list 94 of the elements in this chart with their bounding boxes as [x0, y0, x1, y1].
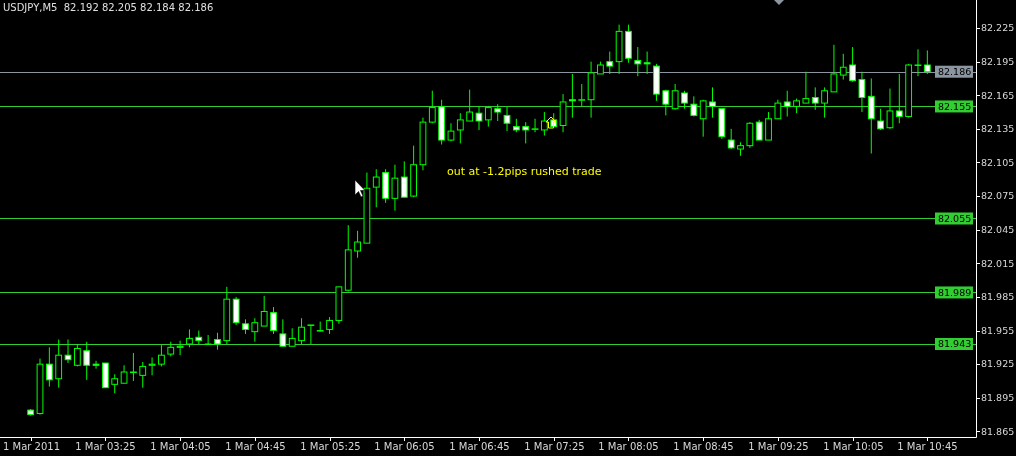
candlestick: [540, 111, 548, 137]
y-tick-label: 81.895: [981, 392, 1015, 404]
chart-title: USDJPY,M5 82.192 82.205 82.184 82.186: [3, 2, 214, 13]
ref-line-label: 82.155: [938, 100, 972, 112]
x-tick-label: 1 Mar 05:25: [300, 441, 361, 452]
candlestick: [456, 112, 464, 144]
candlestick: [559, 93, 567, 133]
y-tick-label: 82.045: [981, 224, 1015, 236]
y-tick-label: 82.225: [981, 22, 1015, 34]
candlestick: [765, 111, 772, 141]
y-tick-label: 82.075: [981, 190, 1015, 202]
x-tick-label: 1 Mar 04:45: [225, 441, 286, 452]
candlestick: [298, 317, 305, 345]
ref-line-label: 81.943: [938, 338, 972, 350]
candlestick: [821, 86, 828, 119]
candlestick: [354, 230, 361, 259]
candlestick: [634, 46, 642, 77]
candlestick: [569, 73, 576, 119]
candlestick: [55, 339, 63, 389]
x-tick-label: 1 Mar 09:25: [748, 441, 809, 452]
candlestick: [158, 344, 165, 367]
candlestick: [774, 99, 782, 120]
candlestick: [83, 341, 91, 381]
candlestick: [372, 168, 380, 208]
candlestick: [148, 356, 156, 376]
candlestick: [811, 86, 819, 111]
candlestick: [849, 46, 856, 83]
y-tick-label: 82.195: [981, 55, 1015, 67]
x-tick-label: 1 Mar 06:45: [449, 441, 510, 452]
candlestick: [783, 90, 791, 118]
candlestick: [391, 164, 399, 212]
candlestick: [270, 306, 277, 335]
ref-line-label: 81.989: [938, 286, 972, 298]
x-tick-label: 1 Mar 2011: [2, 441, 61, 452]
x-tick-label: 1 Mar 10:45: [897, 441, 958, 452]
candlestick: [578, 83, 586, 107]
x-tick-label: 1 Mar 03:25: [75, 441, 136, 452]
candlestick: [92, 360, 100, 370]
candlestick: [232, 296, 240, 326]
candlestick: [400, 160, 408, 198]
y-tick-label: 82.015: [981, 257, 1015, 269]
y-tick-label: 82.165: [981, 89, 1015, 101]
candlestick: [858, 71, 866, 113]
candlestick: [260, 295, 268, 327]
candlestick: [671, 83, 679, 111]
candlestick: [139, 361, 147, 389]
candlestick: [130, 352, 137, 382]
candlestick: [531, 118, 539, 133]
x-tick-label: 1 Mar 04:05: [150, 441, 211, 452]
candlestick: [839, 53, 847, 81]
candlestick: [699, 99, 707, 138]
candlestick: [877, 108, 885, 131]
candlestick: [830, 44, 838, 93]
candlestick: [690, 95, 698, 118]
candlestick: [279, 318, 287, 347]
candlestick: [251, 317, 259, 343]
candlestick: [475, 105, 483, 131]
candlestick: [45, 346, 53, 388]
candlestick: [746, 121, 754, 149]
ref-line-label: 82.186: [938, 66, 972, 78]
candlestick: [606, 51, 614, 75]
y-tick-label: 82.105: [981, 156, 1015, 168]
annotation: out at -1.2pips rushed trade: [447, 165, 602, 178]
x-tick-label: 1 Mar 08:05: [598, 441, 659, 452]
candlestick: [914, 48, 922, 77]
y-tick-label: 81.925: [981, 358, 1015, 370]
ref-line-label: 82.055: [938, 212, 972, 224]
candlestick: [802, 71, 810, 104]
candlestick: [428, 90, 436, 124]
candlestick: [466, 89, 474, 122]
y-tick-label: 81.985: [981, 291, 1015, 303]
x-tick-label: 1 Mar 10:05: [823, 441, 884, 452]
candlestick: [484, 105, 492, 128]
candlestick: [709, 86, 716, 119]
candlestick: [867, 77, 875, 155]
x-tick-label: 1 Mar 06:05: [374, 441, 435, 452]
candlestick: [886, 88, 894, 130]
candlestick: [643, 51, 651, 75]
candlestick: [204, 334, 212, 346]
x-tick-label: 1 Mar 07:25: [524, 441, 585, 452]
candlestick: [111, 373, 119, 394]
candlestick: [895, 73, 903, 124]
y-tick-label: 81.955: [981, 324, 1015, 336]
candlestick: [307, 324, 315, 345]
y-tick-label: 82.135: [981, 123, 1015, 135]
candlestick: [64, 339, 72, 364]
y-tick-label: 81.865: [981, 425, 1015, 437]
candlestick: [176, 340, 184, 356]
candlestick: [923, 49, 931, 75]
candlestick: [522, 121, 530, 144]
candlestick: [755, 119, 763, 141]
candlestick: [503, 105, 511, 132]
x-tick-label: 1 Mar 08:45: [673, 441, 734, 452]
candlestick: [662, 89, 670, 116]
